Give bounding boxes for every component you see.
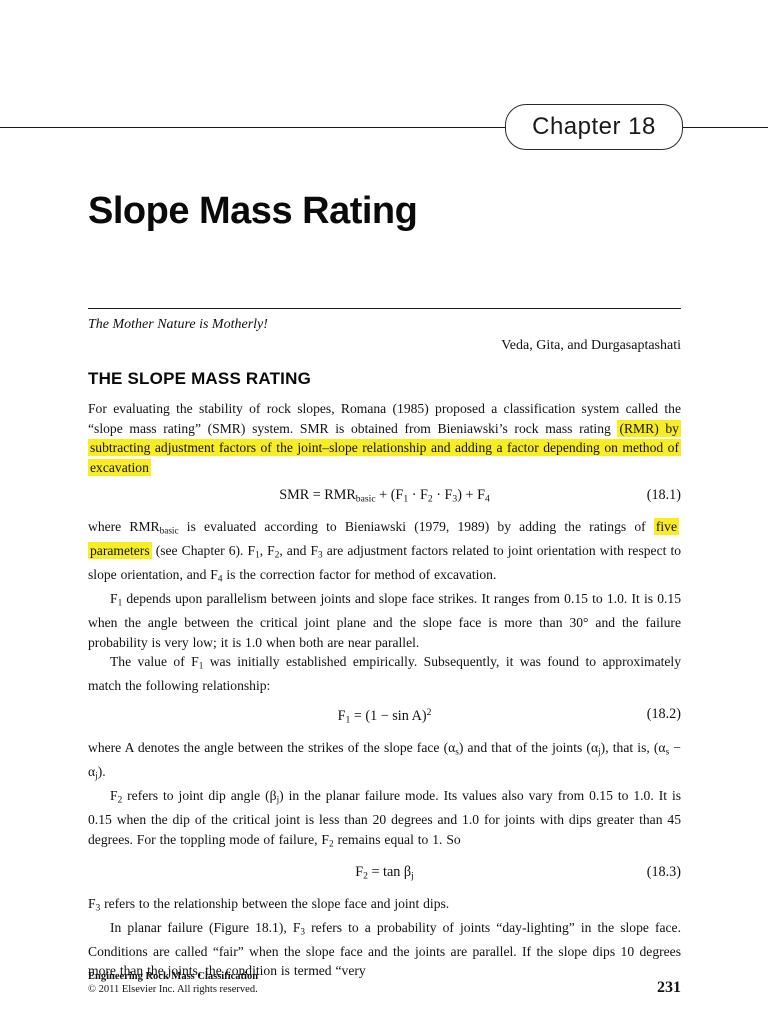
paragraph-f1: F1 depends upon parallelism between join… [88,590,681,650]
equation-18-2-body: F1 = (1 − sin A)2 [337,707,432,727]
section-heading: THE SLOPE MASS RATING [88,369,312,388]
page-number: 231 [657,979,681,996]
equation-18-2-number: (18.2) [646,705,681,722]
chapter-header-rule [0,127,768,128]
imprint: Engineering Rock Mass Classification © 2… [88,970,258,996]
paragraph-f3: F3 refers to the relationship between th… [88,895,450,913]
page-content: Slope Mass Rating The Mother Nature is M… [88,0,681,981]
copyright-notice: © 2011 Elsevier Inc. All rights reserved… [88,984,258,995]
epigraph-quote: The Mother Nature is Motherly! [88,317,268,332]
chapter-badge-label: Chapter 18 [532,113,656,140]
equation-18-3: F2 = tan βj (18.3) [88,862,681,887]
page-title: Slope Mass Rating [88,190,418,232]
equation-18-3-body: F2 = tan βj [355,863,414,882]
paragraph-angle-a: where A denotes the angle between the st… [88,740,681,781]
book-title: Engineering Rock Mass Classification [88,971,259,982]
epigraph-attribution: Veda, Gita, and Durgasaptashati [501,338,681,353]
paragraph-intro: For evaluating the stability of rock slo… [88,401,681,476]
page-footer: Engineering Rock Mass Classification © 2… [88,970,681,996]
equation-18-1-body: SMR = RMRbasic + (F1 · F2 · F3) + F4 [279,487,490,505]
paragraph-f2: F2 refers to joint dip angle (βj) in the… [88,788,682,849]
equation-18-1-number: (18.1) [646,487,681,503]
equation-18-3-number: (18.3) [646,863,681,880]
epigraph: The Mother Nature is Motherly! Veda, Git… [88,308,681,354]
paragraph-planar-failure: In planar failure (Figure 18.1), F3 refe… [88,919,681,979]
paragraph-rmr-basic: where RMRbasic is evaluated according to… [88,517,682,584]
equation-18-2: F1 = (1 − sin A)2 (18.2) [88,704,681,732]
equation-18-1: SMR = RMRbasic + (F1 · F2 · F3) + F4 (18… [88,485,681,510]
paragraph-f1-empirical: The value of F1 was initially establishe… [88,654,681,694]
chapter-badge: Chapter 18 [505,104,683,150]
